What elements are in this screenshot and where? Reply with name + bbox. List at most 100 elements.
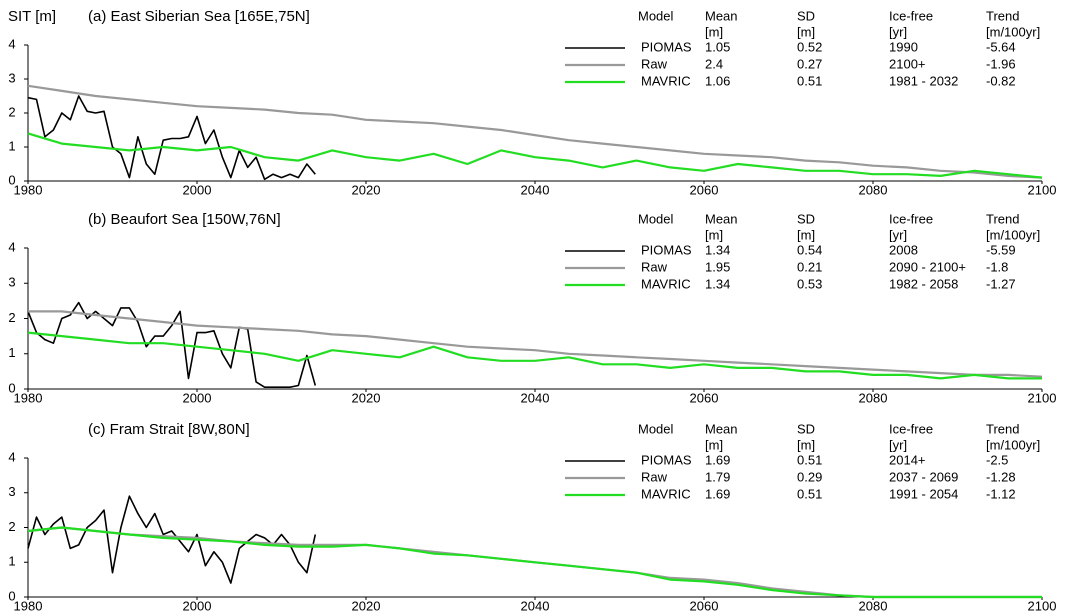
legend-label: PIOMAS bbox=[641, 452, 692, 467]
legend-unit: [m] bbox=[705, 227, 723, 242]
legend-unit: [m/100yr] bbox=[986, 24, 1040, 39]
legend-label: Raw bbox=[641, 56, 668, 71]
legend-header: Ice-free bbox=[889, 8, 933, 23]
y-tick-label: 2 bbox=[8, 310, 15, 325]
x-tick-label: 1980 bbox=[14, 390, 43, 405]
legend-mean: 1.34 bbox=[705, 242, 730, 257]
x-tick-label: 2080 bbox=[859, 390, 888, 405]
y-tick-label: 2 bbox=[8, 519, 15, 534]
series-line bbox=[27, 526, 1042, 599]
legend-sd: 0.53 bbox=[797, 276, 822, 291]
legend-header: Model bbox=[638, 421, 674, 436]
legend-header: SD bbox=[797, 211, 815, 226]
x-tick-label: 2000 bbox=[183, 182, 212, 197]
x-tick-label: 2000 bbox=[183, 598, 212, 613]
panel-title: (c) Fram Strait [8W,80N] bbox=[88, 421, 250, 438]
legend-trend: -5.64 bbox=[986, 39, 1016, 54]
y-tick-label: 4 bbox=[8, 239, 15, 254]
legend-sd: 0.21 bbox=[797, 259, 822, 274]
legend-label: Raw bbox=[641, 259, 668, 274]
legend-unit: [m/100yr] bbox=[986, 437, 1040, 452]
legend-ice-free: 2090 - 2100+ bbox=[889, 259, 966, 274]
legend-ice-free: 2100+ bbox=[889, 56, 926, 71]
legend-header: Mean bbox=[705, 8, 738, 23]
legend-mean: 1.34 bbox=[705, 276, 730, 291]
y-tick-label: 1 bbox=[8, 138, 15, 153]
legend-unit: [yr] bbox=[889, 227, 907, 242]
x-tick-label: 2040 bbox=[521, 182, 550, 197]
legend-header: Trend bbox=[986, 421, 1019, 436]
x-tick-label: 2020 bbox=[352, 390, 381, 405]
y-tick-label: 3 bbox=[8, 275, 15, 290]
x-tick-label: 2100 bbox=[1028, 182, 1057, 197]
legend-trend: -0.82 bbox=[986, 73, 1016, 88]
legend-unit: [m] bbox=[797, 437, 815, 452]
x-tick-label: 2020 bbox=[352, 182, 381, 197]
series-line bbox=[27, 84, 1043, 179]
legend-header: Model bbox=[638, 211, 674, 226]
legend-trend: -1.27 bbox=[986, 276, 1016, 291]
legend-label: PIOMAS bbox=[641, 242, 692, 257]
series-line bbox=[27, 495, 317, 584]
legend-sd: 0.54 bbox=[797, 242, 822, 257]
legend-sd: 0.52 bbox=[797, 39, 822, 54]
legend-trend: -1.96 bbox=[986, 56, 1016, 71]
x-tick-label: 2080 bbox=[859, 182, 888, 197]
legend-unit: [m] bbox=[797, 24, 815, 39]
legend-label: MAVRIC bbox=[641, 276, 691, 291]
y-tick-label: 2 bbox=[8, 104, 15, 119]
legend-sd: 0.51 bbox=[797, 486, 822, 501]
x-tick-label: 2040 bbox=[521, 598, 550, 613]
y-tick-label: 0 bbox=[8, 172, 15, 187]
legend-ice-free: 1981 - 2032 bbox=[889, 73, 958, 88]
y-tick-label: 4 bbox=[8, 36, 15, 51]
legend-mean: 1.95 bbox=[705, 259, 730, 274]
legend-sd: 0.51 bbox=[797, 452, 822, 467]
legend-ice-free: 1991 - 2054 bbox=[889, 486, 958, 501]
y-tick-label: 4 bbox=[8, 449, 15, 464]
legend-mean: 1.69 bbox=[705, 452, 730, 467]
panel-title: (a) East Siberian Sea [165E,75N] bbox=[88, 8, 310, 25]
legend-sd: 0.27 bbox=[797, 56, 822, 71]
x-tick-label: 2060 bbox=[690, 598, 719, 613]
x-tick-label: 2020 bbox=[352, 598, 381, 613]
legend-ice-free: 1982 - 2058 bbox=[889, 276, 958, 291]
x-tick-label: 1980 bbox=[14, 182, 43, 197]
legend-header: SD bbox=[797, 421, 815, 436]
y-tick-label: 0 bbox=[8, 380, 15, 395]
legend-ice-free: 2014+ bbox=[889, 452, 926, 467]
x-tick-label: 1980 bbox=[14, 598, 43, 613]
legend-unit: [yr] bbox=[889, 437, 907, 452]
series-line bbox=[27, 301, 317, 388]
series-line bbox=[27, 95, 316, 181]
y-tick-label: 0 bbox=[8, 588, 15, 603]
legend-mean: 1.06 bbox=[705, 73, 730, 88]
legend-ice-free: 1990 bbox=[889, 39, 918, 54]
y-axis-label: SIT [m] bbox=[8, 8, 56, 25]
panel-title: (b) Beaufort Sea [150W,76N] bbox=[88, 211, 281, 228]
legend-label: MAVRIC bbox=[641, 73, 691, 88]
legend-label: Raw bbox=[641, 469, 668, 484]
y-tick-label: 1 bbox=[8, 345, 15, 360]
legend-trend: -1.12 bbox=[986, 486, 1016, 501]
legend-mean: 1.05 bbox=[705, 39, 730, 54]
legend-header: Trend bbox=[986, 8, 1019, 23]
x-tick-label: 2100 bbox=[1028, 390, 1057, 405]
legend-unit: [m] bbox=[705, 24, 723, 39]
legend-header: Mean bbox=[705, 211, 738, 226]
legend-header: SD bbox=[797, 8, 815, 23]
legend-trend: -5.59 bbox=[986, 242, 1016, 257]
x-tick-label: 2080 bbox=[859, 598, 888, 613]
y-tick-label: 1 bbox=[8, 554, 15, 569]
legend-header: Ice-free bbox=[889, 421, 933, 436]
legend-header: Mean bbox=[705, 421, 738, 436]
x-tick-label: 2060 bbox=[690, 182, 719, 197]
y-tick-label: 3 bbox=[8, 484, 15, 499]
legend-trend: -1.8 bbox=[986, 259, 1008, 274]
legend-header: Trend bbox=[986, 211, 1019, 226]
x-tick-label: 2060 bbox=[690, 390, 719, 405]
legend-sd: 0.29 bbox=[797, 469, 822, 484]
legend-trend: -1.28 bbox=[986, 469, 1016, 484]
legend-mean: 1.79 bbox=[705, 469, 730, 484]
